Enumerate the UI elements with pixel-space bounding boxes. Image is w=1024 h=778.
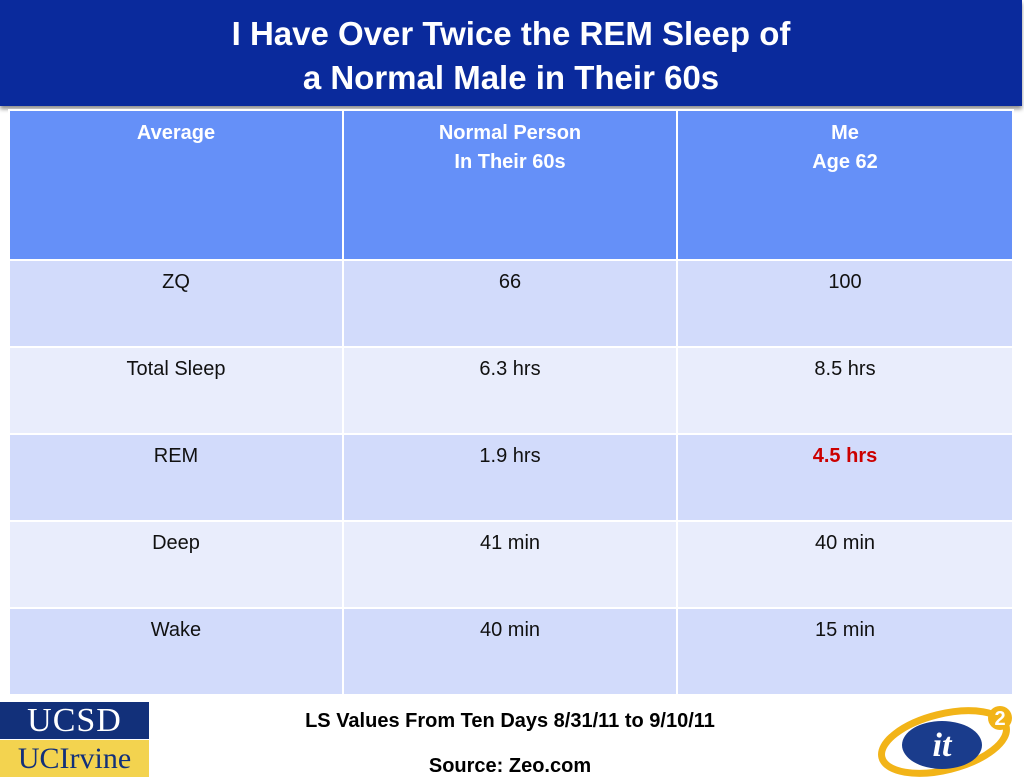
comparison-table: Average Normal Person In Their 60s Me Ag…: [8, 109, 1014, 696]
table-header-row: Average Normal Person In Their 60s Me Ag…: [8, 109, 1014, 261]
header-me-line1: Me: [831, 122, 859, 144]
table-row-rem: REM 1.9 hrs 4.5 hrs: [8, 433, 1014, 522]
cell-normal: 6.3 hrs: [342, 346, 678, 435]
table-row-wake: Wake 40 min 15 min: [8, 607, 1014, 696]
it2-logo-text: it: [933, 727, 953, 764]
header-average-label: Average: [136, 122, 216, 144]
cell-me: 15 min: [676, 607, 1014, 696]
header-normal-person-line1: Normal Person: [438, 122, 582, 144]
footer-source: Source: Zeo.com: [428, 755, 592, 777]
ucsd-logo: UCSD: [0, 702, 149, 739]
cell-metric: Wake: [8, 607, 344, 696]
cell-metric: REM: [8, 433, 344, 522]
table-row-deep: Deep 41 min 40 min: [8, 520, 1014, 609]
title-bar: I Have Over Twice the REM Sleep of a Nor…: [0, 0, 1022, 106]
it2-logo: it 2: [878, 706, 1012, 777]
cell-normal: 1.9 hrs: [342, 433, 678, 522]
cell-me-highlight: 4.5 hrs: [676, 433, 1014, 522]
cell-me: 8.5 hrs: [676, 346, 1014, 435]
header-normal-person-line2: In Their 60s: [454, 151, 566, 173]
header-me-line2: Age 62: [812, 151, 878, 173]
ucirvine-logo: UCIrvine: [0, 740, 149, 777]
header-normal-person: Normal Person In Their 60s: [342, 109, 678, 261]
footer-values-note: LS Values From Ten Days 8/31/11 to 9/10/…: [305, 710, 715, 732]
slide-title-line2: a Normal Male in Their 60s: [302, 59, 720, 96]
cell-me: 100: [676, 259, 1014, 348]
cell-metric: ZQ: [8, 259, 344, 348]
it2-logo-superscript: 2: [994, 708, 1005, 730]
cell-normal: 41 min: [342, 520, 678, 609]
cell-normal: 40 min: [342, 607, 678, 696]
cell-me: 40 min: [676, 520, 1014, 609]
header-me: Me Age 62: [676, 109, 1014, 261]
slide-title-line1: I Have Over Twice the REM Sleep of: [231, 15, 791, 52]
slide-title: I Have Over Twice the REM Sleep of a Nor…: [0, 12, 1022, 100]
table-row-total-sleep: Total Sleep 6.3 hrs 8.5 hrs: [8, 346, 1014, 435]
table-row-zq: ZQ 66 100: [8, 259, 1014, 348]
header-average: Average: [8, 109, 344, 261]
cell-metric: Deep: [8, 520, 344, 609]
cell-metric: Total Sleep: [8, 346, 344, 435]
cell-normal: 66: [342, 259, 678, 348]
